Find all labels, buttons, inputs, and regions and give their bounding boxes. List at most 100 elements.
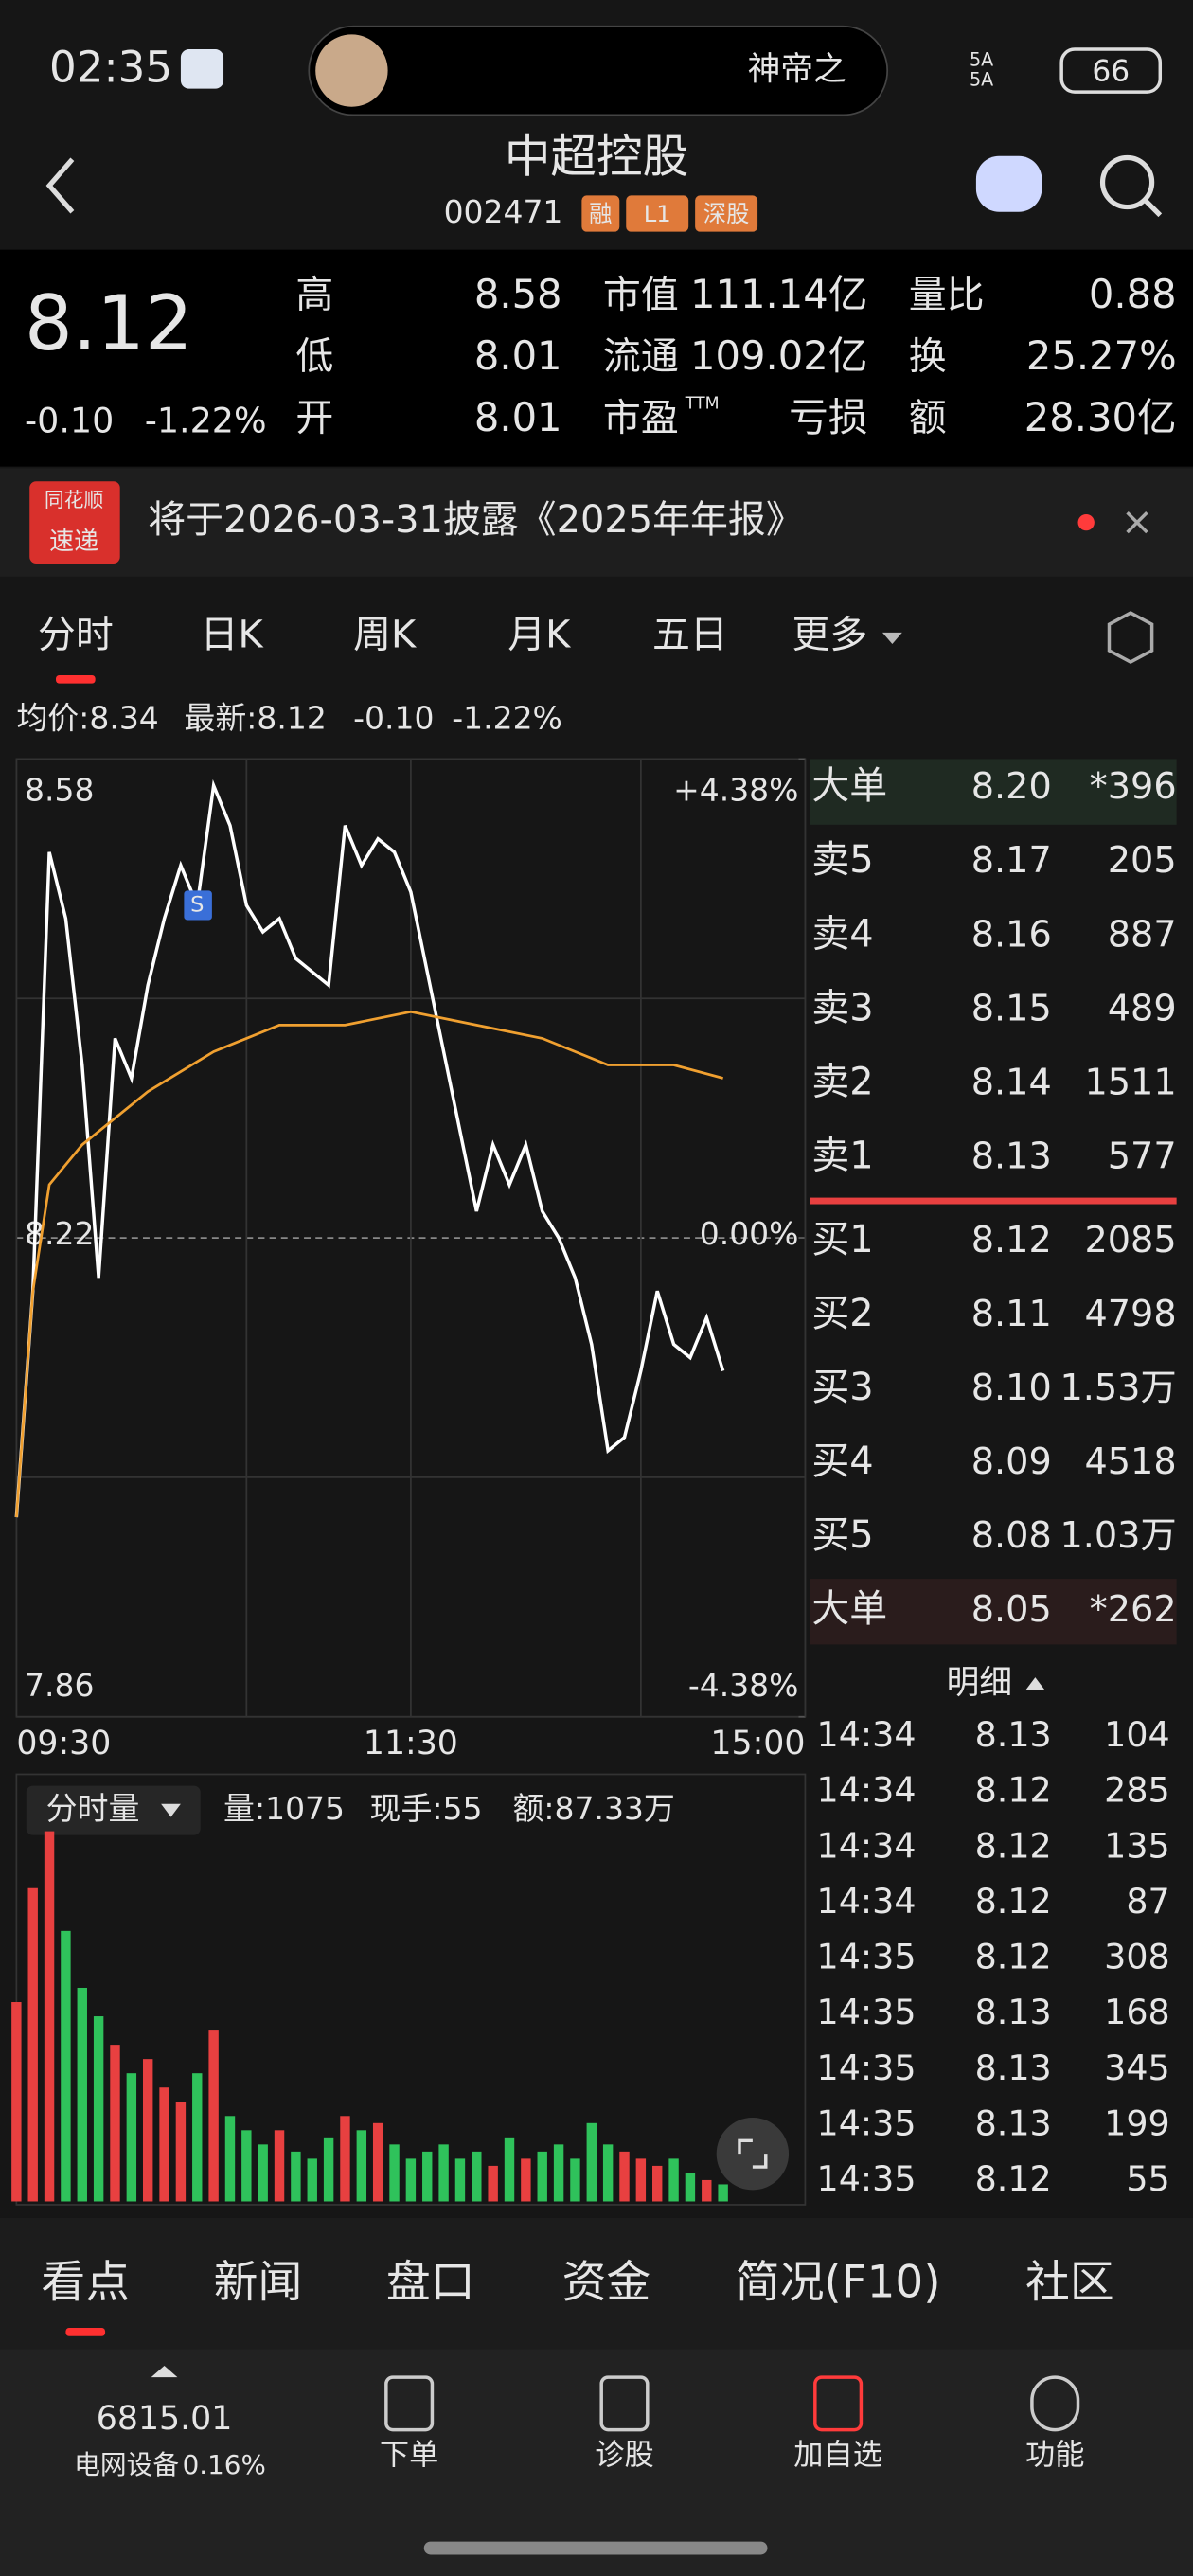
nav-icon[interactable] <box>813 2375 864 2432</box>
volume-bar <box>175 2102 187 2202</box>
trade-volume: 168 <box>1104 1992 1170 2032</box>
volume-bar <box>11 2002 22 2202</box>
chart-tab[interactable]: 月K <box>507 614 571 657</box>
price: 8.12 <box>25 279 193 367</box>
expand-arrow[interactable] <box>151 2365 178 2378</box>
quote-label: 低 <box>295 335 333 379</box>
y-tick-label: 7.86 <box>25 1667 94 1704</box>
book-volume: 887 <box>1108 914 1177 956</box>
index-change: 0.16% <box>183 2449 266 2480</box>
nav-icon[interactable] <box>599 2375 650 2432</box>
trade-price: 8.13 <box>975 1714 1052 1755</box>
back-button[interactable] <box>45 157 75 214</box>
book-volume: *262 <box>1090 1589 1177 1631</box>
trade-price: 8.13 <box>975 2048 1052 2088</box>
volume-selector[interactable] <box>26 1785 201 1835</box>
volume-stat: 量:1075 <box>223 1790 345 1827</box>
chart-tab[interactable]: 日K <box>201 614 264 657</box>
search-icon[interactable] <box>1099 154 1155 210</box>
trade-volume: 285 <box>1104 1770 1170 1811</box>
volume-bar <box>110 2045 120 2202</box>
info-tab[interactable]: 资金 <box>562 2257 651 2308</box>
chart-tab[interactable]: 更多 <box>792 614 868 657</box>
nav-label[interactable]: 功能 <box>1025 2438 1084 2472</box>
volume-bar <box>159 2087 169 2202</box>
notice-badge <box>29 481 120 564</box>
book-label: 卖5 <box>811 838 873 882</box>
settings-icon[interactable] <box>1107 611 1154 665</box>
trade-price: 8.13 <box>975 2103 1052 2144</box>
big-buy-bg <box>810 1579 1177 1645</box>
volume-bar <box>27 1887 38 2202</box>
info-tab[interactable]: 新闻 <box>214 2257 303 2308</box>
detail-title[interactable]: 明细 <box>947 1664 1012 1702</box>
nav-icon[interactable] <box>1030 2375 1080 2432</box>
dropdown-arrow <box>881 632 902 644</box>
close-notice[interactable] <box>1126 510 1148 534</box>
index-value[interactable]: 6815.01 <box>97 2400 232 2438</box>
y2-tick-label: 0.00% <box>700 1215 799 1252</box>
volume-bar <box>454 2158 466 2202</box>
volume-bar <box>192 2073 203 2202</box>
volume-title: 分时量 <box>46 1790 140 1827</box>
book-price: 8.12 <box>971 1220 1052 1261</box>
stock-name: 中超控股 <box>505 130 688 183</box>
pill-text: 神帝之 <box>748 51 846 89</box>
nav-bg <box>0 2349 1193 2576</box>
info-tab[interactable]: 看点 <box>41 2257 130 2308</box>
trade-time: 14:35 <box>817 1937 917 1977</box>
expand-button[interactable] <box>716 2118 790 2191</box>
app-icon <box>180 49 224 89</box>
trade-time: 14:35 <box>817 2158 917 2199</box>
trade-time: 14:35 <box>817 2048 917 2088</box>
index-name: 电网设备 <box>74 2449 179 2480</box>
nav-label[interactable]: 下单 <box>380 2438 438 2472</box>
volume-bar <box>323 2137 334 2202</box>
legend-pct: -1.22% <box>452 699 562 736</box>
quote-label: 开 <box>295 397 333 440</box>
quote-label: 市盈 <box>603 397 679 440</box>
book-label: 大单 <box>811 764 887 808</box>
trade-price: 8.12 <box>975 2158 1052 2199</box>
nav-icon[interactable] <box>384 2375 435 2432</box>
unread-dot <box>1077 513 1095 531</box>
sort-arrow <box>1024 1677 1045 1690</box>
book-volume: 4518 <box>1085 1441 1177 1483</box>
quote-value: 109.02亿 <box>690 332 867 379</box>
book-price: 8.15 <box>971 988 1052 1029</box>
robot-icon[interactable] <box>975 155 1042 212</box>
notice-badge-text: 同花顺 <box>45 489 103 511</box>
volume-bar <box>619 2151 630 2202</box>
chart-tab[interactable]: 周K <box>353 614 417 657</box>
notice-text: 将于2026-03-31披露《2025年年报》 <box>148 498 804 542</box>
legend-change: -0.10 <box>353 699 434 736</box>
info-tab[interactable]: 简况(F10) <box>736 2257 941 2308</box>
book-label: 卖2 <box>811 1060 873 1103</box>
book-volume: 4798 <box>1085 1294 1177 1335</box>
info-tab[interactable]: 社区 <box>1025 2257 1114 2308</box>
info-tab[interactable]: 盘口 <box>386 2257 475 2308</box>
chart-tab[interactable]: 分时 <box>38 614 114 657</box>
bottom-tabs-bg <box>0 2217 1193 2350</box>
volume-bar <box>340 2116 350 2202</box>
chart-tab[interactable]: 五日 <box>652 614 728 657</box>
book-price: 8.11 <box>971 1294 1052 1335</box>
expand-glyph <box>738 2138 768 2169</box>
dynamic-island <box>308 25 889 116</box>
nav-label[interactable]: 加自选 <box>793 2438 882 2472</box>
volume-bar <box>356 2130 367 2202</box>
trade-volume: 308 <box>1104 1937 1170 1977</box>
nav-label[interactable]: 诊股 <box>595 2438 653 2472</box>
avatar <box>315 34 388 107</box>
book-label: 卖4 <box>811 912 873 956</box>
book-label: 买5 <box>811 1513 873 1557</box>
trade-time: 14:34 <box>817 1881 917 1922</box>
y-tick-label: 8.58 <box>25 772 94 809</box>
y2-tick-label: -4.38% <box>688 1667 799 1704</box>
volume-bar <box>472 2151 482 2202</box>
volume-bar <box>241 2130 252 2202</box>
trade-volume: 345 <box>1104 2048 1170 2088</box>
volume-bar <box>668 2158 679 2202</box>
stock-code: 002471 <box>444 193 563 230</box>
book-price: 8.16 <box>971 914 1052 956</box>
